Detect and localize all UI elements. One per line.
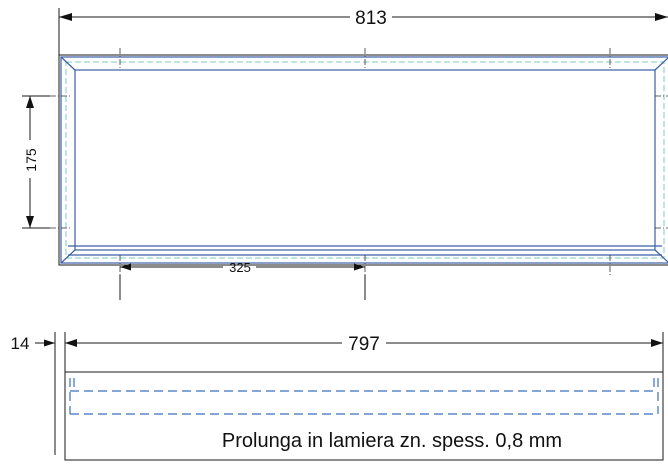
dimension-height: 175 (22, 95, 50, 229)
arrowhead (655, 13, 668, 21)
dimension-overall-width: 813 (58, 8, 668, 55)
dimension-extension-width: 797 (64, 332, 664, 372)
arrowhead (59, 13, 72, 21)
arrowhead (651, 339, 663, 347)
frame-mitre-corner (654, 249, 668, 263)
dimension-label: 813 (355, 8, 387, 29)
arrowhead (120, 263, 131, 271)
dimension-label: 797 (348, 334, 380, 355)
arrowhead (65, 339, 77, 347)
arrowhead (354, 263, 365, 271)
frame-mitre-corner (60, 249, 76, 264)
frame-inner-border (74, 69, 656, 251)
top-view (50, 48, 668, 275)
dimension-hole-spacing: 325 (119, 260, 366, 300)
extension-view: Prolunga in lamiera zn. spess. 0,8 mm (54, 332, 664, 461)
dimension-label: 175 (23, 148, 39, 172)
frame-mitre-corner (60, 56, 76, 71)
arrowhead (26, 216, 34, 228)
material-note: Prolunga in lamiera zn. spess. 0,8 mm (222, 430, 562, 452)
dimension-label: 325 (229, 260, 251, 275)
frame-hidden-edge (65, 61, 665, 259)
dimension-label: 14 (11, 334, 30, 353)
dimension-extension-thickness: 14 (11, 334, 55, 353)
frame-mitre-corner (654, 57, 668, 71)
frame-outer-border (60, 56, 668, 264)
frame-outer-outline (58, 54, 668, 266)
arrowhead (26, 96, 34, 108)
arrowhead (44, 339, 55, 347)
extension-body (64, 371, 664, 461)
